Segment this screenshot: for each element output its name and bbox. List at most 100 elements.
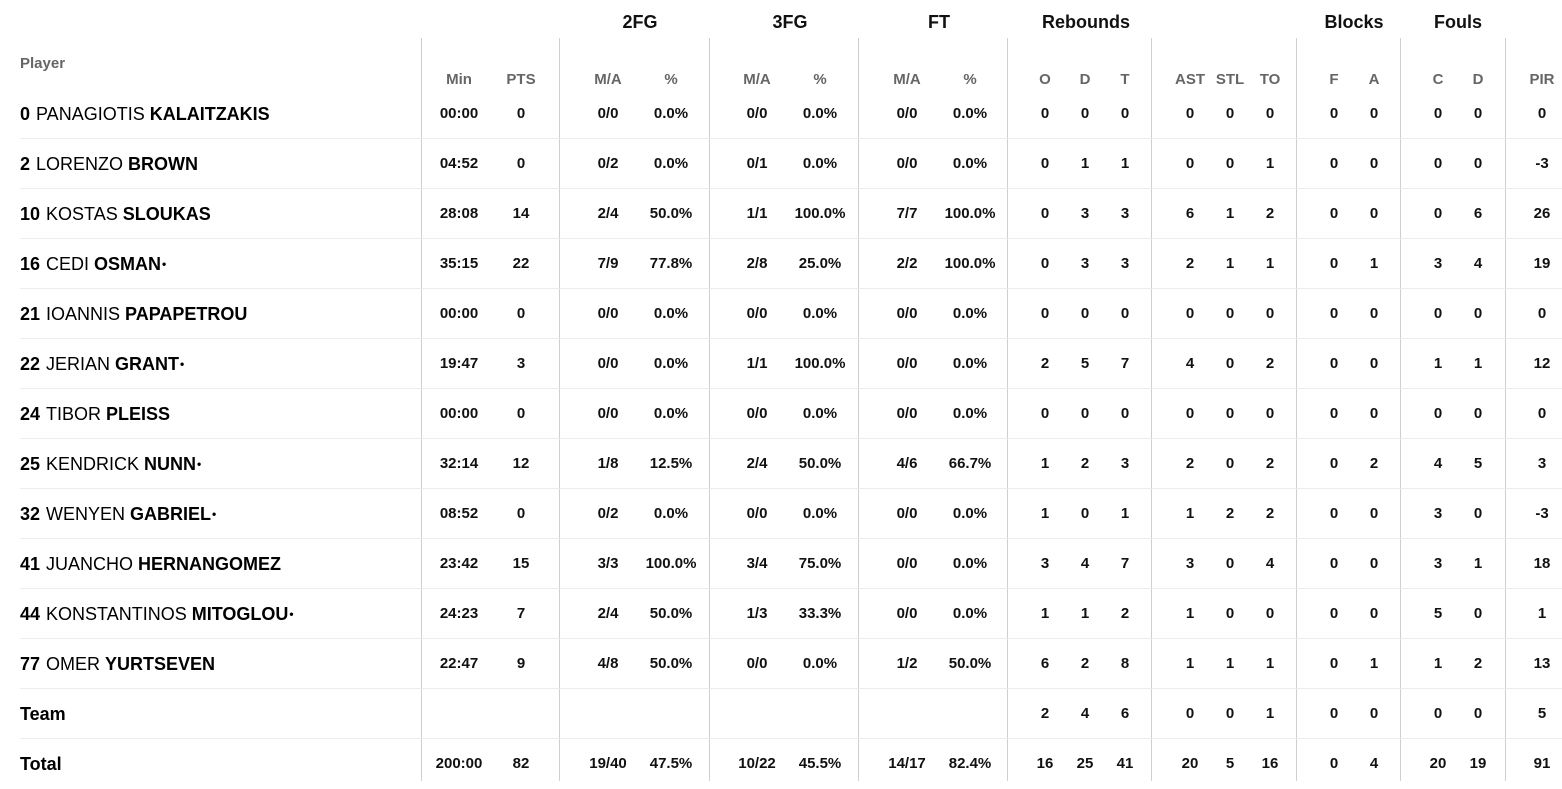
player-name[interactable]: 44 KONSTANTINOS MITOGLOU• (20, 589, 294, 639)
stat-reb-t: 7 (1120, 555, 1130, 572)
player-name[interactable]: 24 TIBOR PLEISS (20, 389, 170, 439)
player-number: 22 (20, 354, 41, 374)
player-name[interactable]: 22 JERIAN GRANT• (20, 339, 184, 389)
player-name[interactable]: 77 OMER YURTSEVEN (20, 639, 215, 689)
stat-blk-a: 0 (1369, 105, 1379, 122)
player-name[interactable]: 21 IOANNIS PAPAPETROU (20, 289, 247, 339)
header-2fg-ma: M/A (594, 71, 622, 88)
row-divider (20, 488, 1562, 489)
stat-blk-a: 0 (1369, 605, 1379, 622)
stat-2fg-ma: 0/2 (597, 505, 619, 522)
stat-ft-pct: 82.4% (948, 755, 992, 772)
player-first-name: CEDI (46, 254, 90, 274)
stat-foul-c: 5 (1433, 605, 1443, 622)
stat-blk-a: 2 (1369, 455, 1379, 472)
stat-blk-f: 0 (1329, 705, 1339, 722)
player-name[interactable]: 41 JUANCHO HERNANGOMEZ (20, 539, 281, 589)
player-first-name: JUANCHO (46, 554, 134, 574)
stat-reb-o: 6 (1040, 655, 1050, 672)
stat-2fg-ma: 3/3 (597, 555, 619, 572)
player-name[interactable]: 0 PANAGIOTIS KALAITZAKIS (20, 89, 270, 139)
player-name[interactable]: 25 KENDRICK NUNN• (20, 439, 201, 489)
stat-3fg-ma: 1/1 (746, 205, 768, 222)
table-row: 16 CEDI OSMAN• 35:15 22 7/9 77.8% 2/8 25.0% 2/2 10… (0, 239, 1562, 289)
stat-foul-d: 0 (1473, 605, 1483, 622)
stat-ft-pct: 0.0% (952, 355, 988, 372)
stat-ast: 2 (1185, 255, 1195, 272)
stat-ft-ma: 0/0 (896, 305, 918, 322)
starter-mark: • (197, 457, 202, 471)
starter-mark: • (180, 357, 185, 371)
stat-reb-t: 1 (1120, 505, 1130, 522)
stat-to: 16 (1261, 755, 1279, 772)
stat-min: 00:00 (439, 405, 479, 422)
stat-2fg-ma: 0/2 (597, 155, 619, 172)
stat-to: 2 (1265, 505, 1275, 522)
player-last-name: YURTSEVEN (105, 654, 216, 674)
stat-ast: 4 (1185, 355, 1195, 372)
header-3fg-pct: % (813, 71, 827, 88)
row-divider (20, 138, 1562, 139)
stat-to: 0 (1265, 405, 1275, 422)
starter-mark: • (212, 507, 217, 521)
stat-blk-f: 0 (1329, 255, 1339, 272)
stat-foul-c: 0 (1433, 705, 1443, 722)
stat-blk-a: 1 (1369, 255, 1379, 272)
stat-foul-c: 0 (1433, 155, 1443, 172)
player-number: 77 (20, 654, 41, 674)
stat-reb-o: 2 (1040, 705, 1050, 722)
stat-3fg-pct: 0.0% (802, 155, 838, 172)
player-last-name: GABRIEL (130, 504, 212, 524)
header-min: Min (446, 71, 472, 88)
player-name[interactable]: 10 KOSTAS SLOUKAS (20, 189, 211, 239)
stat-3fg-pct: 100.0% (794, 355, 846, 372)
stat-reb-t: 41 (1116, 755, 1134, 772)
stat-blk-f: 0 (1329, 405, 1339, 422)
stat-blk-f: 0 (1329, 355, 1339, 372)
header-ast: AST (1175, 71, 1205, 88)
table-row: 44 KONSTANTINOS MITOGLOU• 24:23 7 2/4 50.0% 1/3… (0, 589, 1562, 639)
stat-pir: 13 (1533, 655, 1551, 672)
header-foul-c: C (1432, 71, 1444, 88)
stat-2fg-ma: 19/40 (589, 755, 627, 772)
stat-pir: -3 (1535, 505, 1549, 522)
stat-pts: 0 (516, 505, 526, 522)
header-2fg-pct: % (664, 71, 678, 88)
header-ft-pct: % (963, 71, 977, 88)
team-row: Team 2 4 6 0 0 1 0 0 0 0 5 (0, 689, 1562, 739)
stat-2fg-ma: 2/4 (597, 605, 619, 622)
stat-to: 1 (1265, 255, 1275, 272)
stat-reb-d: 0 (1080, 305, 1090, 322)
player-last-name: BROWN (128, 154, 199, 174)
stat-stl: 0 (1225, 155, 1235, 172)
stat-reb-d: 0 (1080, 505, 1090, 522)
player-name[interactable]: 32 WENYEN GABRIEL• (20, 489, 216, 539)
header-ft: FT (928, 12, 950, 32)
stat-ast: 0 (1185, 405, 1195, 422)
stat-ft-pct: 50.0% (948, 655, 992, 672)
stat-pir: 12 (1533, 355, 1551, 372)
team-row-label: Team (20, 704, 66, 724)
player-number: 41 (20, 554, 41, 574)
stat-pts: 0 (516, 105, 526, 122)
stat-blk-a: 0 (1369, 505, 1379, 522)
stat-min: 04:52 (439, 155, 479, 172)
player-last-name: GRANT (115, 354, 180, 374)
stat-foul-c: 3 (1433, 555, 1443, 572)
stat-min: 08:52 (439, 505, 479, 522)
table-row: 0 PANAGIOTIS KALAITZAKIS 00:00 0 0/0 0.0% 0/0 0.… (0, 89, 1562, 139)
stat-blk-a: 4 (1369, 755, 1379, 772)
stat-foul-d: 0 (1473, 505, 1483, 522)
row-divider (20, 238, 1562, 239)
stat-3fg-ma: 0/0 (746, 655, 768, 672)
player-name[interactable]: 2 LORENZO BROWN (20, 139, 198, 189)
header-rebounds: Rebounds (1042, 12, 1130, 32)
stat-2fg-pct: 0.0% (653, 105, 689, 122)
player-name[interactable]: 16 CEDI OSMAN• (20, 239, 166, 289)
stat-stl: 0 (1225, 305, 1235, 322)
stat-3fg-pct: 0.0% (802, 505, 838, 522)
player-first-name: IOANNIS (46, 304, 121, 324)
stat-min: 24:23 (439, 605, 479, 622)
stat-foul-c: 0 (1433, 405, 1443, 422)
stat-pts: 0 (516, 155, 526, 172)
